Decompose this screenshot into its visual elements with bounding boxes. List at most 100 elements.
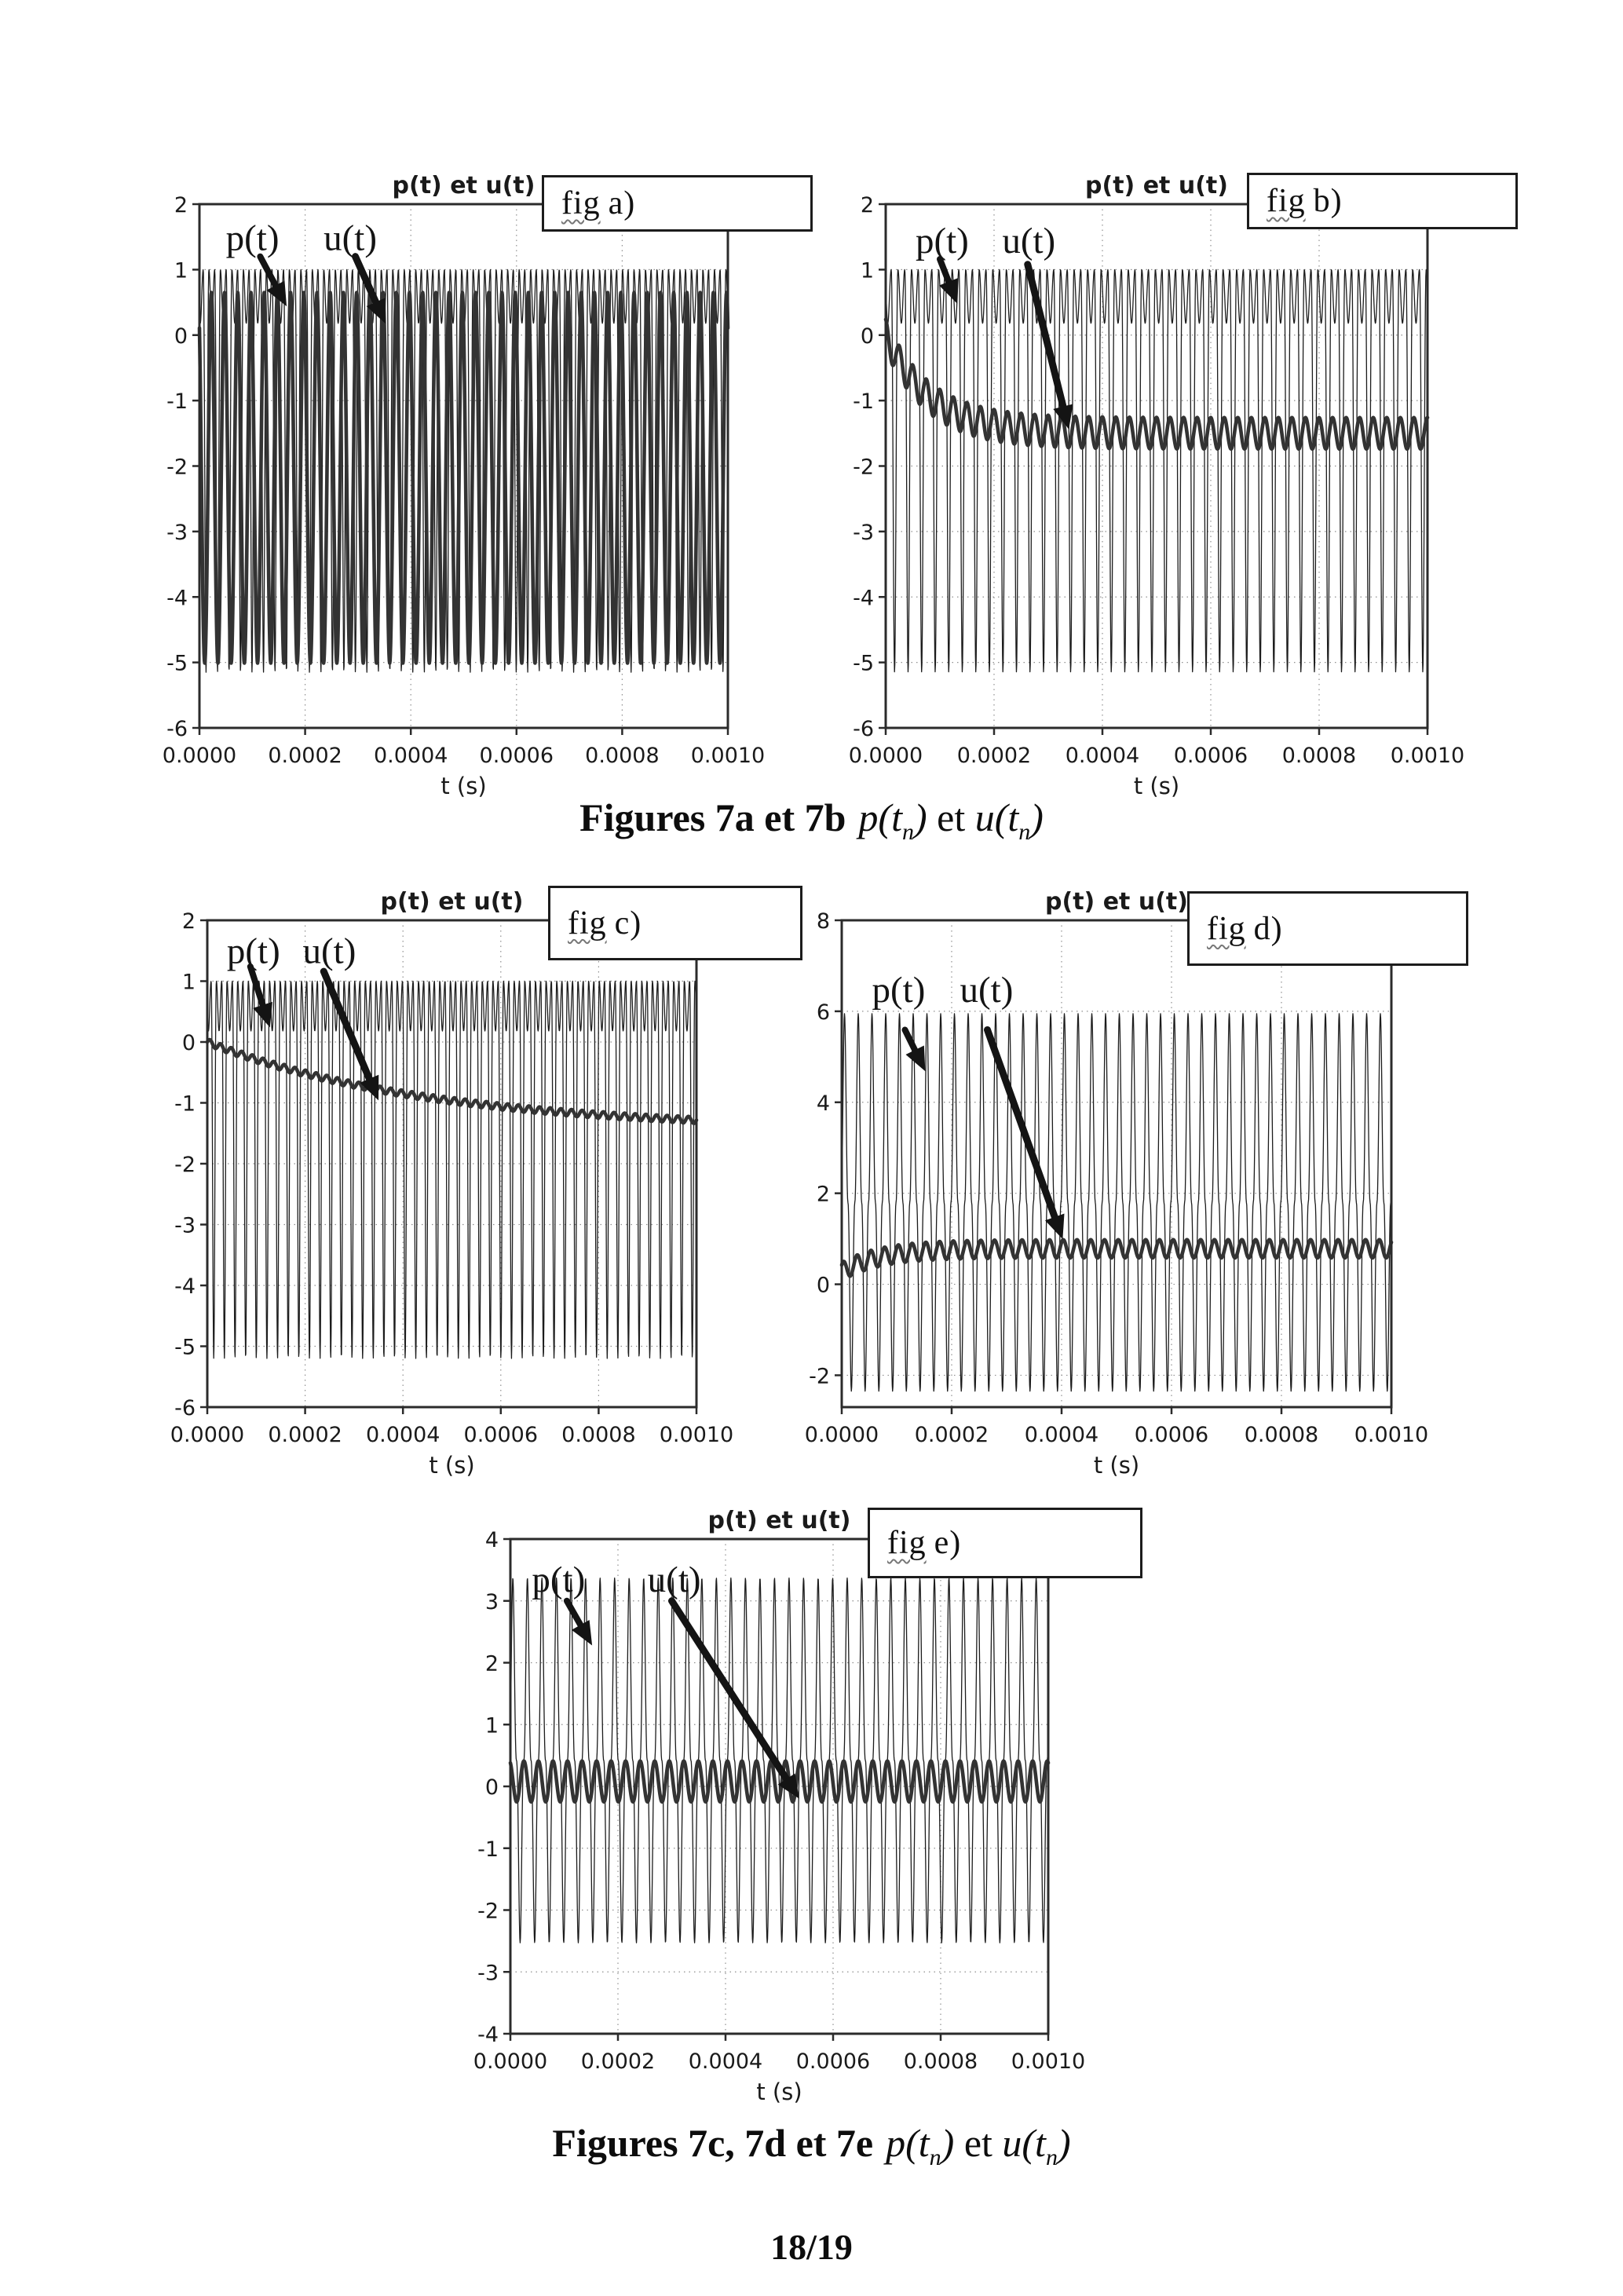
gridlines <box>510 1539 1048 2034</box>
svg-text:2: 2 <box>861 193 874 218</box>
svg-text:0.0006: 0.0006 <box>464 1423 538 1447</box>
svg-text:0.0000: 0.0000 <box>473 2049 547 2074</box>
x-axis-label: t (s) <box>429 1452 474 1479</box>
svg-text:-4: -4 <box>853 586 874 610</box>
svg-text:8: 8 <box>817 909 830 934</box>
tick-labels: 4 3 2 1 0 -1 -2 -3 -40.0000 0.0002 0.0004 0.0006 0.0… <box>473 1528 1085 2074</box>
svg-text:t (s): t (s) <box>429 1452 474 1479</box>
fig-label-box-d: fig d) <box>1187 891 1468 966</box>
figure-7d-plot: 8 6 4 2 0 -2 0.0000 0.0002 0.0004 0.0006 0.0008 0.0… <box>805 888 1428 1479</box>
svg-text:2: 2 <box>174 193 188 218</box>
svg-text:0.0010: 0.0010 <box>1011 2049 1085 2074</box>
svg-text:0.0008: 0.0008 <box>585 744 659 768</box>
svg-text:0: 0 <box>861 324 874 349</box>
tick-labels: 8 6 4 2 0 -2 0.0000 0.0002 0.0004 0.0006 0.0008 0.0… <box>805 909 1428 1447</box>
caption-1-formula: p(tn) et u(tn) <box>858 795 1044 845</box>
svg-text:0.0008: 0.0008 <box>904 2049 978 2074</box>
svg-text:1: 1 <box>485 1713 499 1738</box>
svg-text:p(t) et u(t): p(t) et u(t) <box>381 888 524 916</box>
tick-labels: 2 1 0 -1 -2 -3 -4 -5 -6 0.0000 0.0002 0.0004 0.0006 0… <box>170 909 733 1447</box>
svg-text:-2: -2 <box>809 1364 830 1388</box>
svg-text:-1: -1 <box>166 389 188 414</box>
tick-labels: 2 1 0 -1 -2 -3 -4 -5 -6 0.0000 0.0002 0.0004 0.0006 0… <box>849 193 1464 768</box>
caption-figures-7a-7b: Figures 7a et 7b p(tn) et u(tn) <box>0 795 1623 846</box>
figure-7c-plot: 2 1 0 -1 -2 -3 -4 -5 -6 0.0000 0.0002 0.0004 0.0006 0… <box>170 888 733 1479</box>
annotations: p(t) u(t) <box>226 218 386 324</box>
tick-marks <box>192 203 729 735</box>
plot-canvas-7b: 2 1 0 -1 -2 -3 -4 -5 -6 0.0000 0.0002 0.0004 0.0006 0… <box>849 172 1464 799</box>
svg-text:0.0002: 0.0002 <box>581 2049 655 2074</box>
svg-text:u(t): u(t) <box>648 1559 701 1600</box>
svg-text:1: 1 <box>861 258 874 283</box>
svg-text:0.0008: 0.0008 <box>1245 1423 1318 1447</box>
fig-label-box-a: fig a) <box>542 175 813 232</box>
svg-text:-2: -2 <box>174 1153 196 1177</box>
svg-text:-3: -3 <box>853 521 874 545</box>
svg-text:-3: -3 <box>174 1214 196 1238</box>
svg-text:t (s): t (s) <box>1134 773 1179 799</box>
svg-text:-6: -6 <box>174 1396 196 1420</box>
svg-text:-3: -3 <box>477 1961 499 1985</box>
plot-title: p(t) et u(t) <box>381 888 524 916</box>
fig-label-word-d: fig <box>1207 910 1246 947</box>
plot-title: p(t) et u(t) <box>1085 172 1228 199</box>
svg-text:0.0010: 0.0010 <box>660 1423 733 1447</box>
svg-text:0.0006: 0.0006 <box>480 744 554 768</box>
svg-text:2: 2 <box>485 1652 499 1676</box>
annotations: p(t) u(t) <box>532 1559 799 1799</box>
tick-marks <box>503 1537 1050 2041</box>
caption-2-title: Figures 7c, 7d et 7e <box>552 2121 874 2165</box>
svg-text:p(t): p(t) <box>227 930 280 971</box>
svg-text:0.0002: 0.0002 <box>268 744 342 768</box>
page-number: 18/19 <box>770 2227 853 2267</box>
caption-1-title: Figures 7a et 7b <box>579 795 846 839</box>
svg-text:p(t) et u(t): p(t) et u(t) <box>1085 172 1228 199</box>
x-axis-label: t (s) <box>440 773 486 799</box>
tick-labels: 2 1 0 -1 -2 -3 -4 -5 -6 0.0000 0.0002 0.0004 0.0006 0… <box>163 193 765 768</box>
svg-text:t (s): t (s) <box>440 773 486 799</box>
svg-text:0: 0 <box>817 1274 830 1298</box>
caption-figures-7c-7d-7e: Figures 7c, 7d et 7e p(tn) et u(tn) <box>0 2120 1623 2171</box>
svg-text:-4: -4 <box>477 2023 499 2047</box>
svg-text:0.0008: 0.0008 <box>1282 744 1356 768</box>
svg-text:-1: -1 <box>853 389 874 414</box>
fig-label-suffix-e: e) <box>934 1525 962 1561</box>
series-u <box>508 1759 1051 1804</box>
x-axis-label: t (s) <box>1094 1452 1139 1479</box>
svg-text:0.0002: 0.0002 <box>957 744 1031 768</box>
svg-text:0.0004: 0.0004 <box>1066 744 1139 768</box>
svg-text:-1: -1 <box>477 1837 499 1862</box>
svg-text:t (s): t (s) <box>1094 1452 1139 1479</box>
fig-label-suffix-a: a) <box>608 185 636 221</box>
svg-text:0: 0 <box>485 1775 499 1800</box>
svg-text:0.0000: 0.0000 <box>849 744 923 768</box>
series-u <box>205 1037 699 1125</box>
fig-label-word-e: fig <box>887 1525 927 1561</box>
axes-border <box>840 919 1393 1409</box>
svg-text:-5: -5 <box>853 652 874 676</box>
svg-text:-5: -5 <box>166 652 188 676</box>
svg-text:0.0004: 0.0004 <box>689 2049 762 2074</box>
annotations: p(t) u(t) <box>916 221 1073 430</box>
svg-text:0.0010: 0.0010 <box>1354 1423 1428 1447</box>
plot-title: p(t) et u(t) <box>393 172 536 199</box>
x-axis-label: t (s) <box>756 2078 802 2105</box>
svg-text:u(t): u(t) <box>324 218 377 259</box>
svg-text:1: 1 <box>174 258 188 283</box>
svg-text:0.0006: 0.0006 <box>796 2049 870 2074</box>
svg-text:-2: -2 <box>166 455 188 480</box>
series-p <box>207 980 697 1359</box>
svg-text:-2: -2 <box>477 1899 499 1924</box>
svg-text:0.0006: 0.0006 <box>1135 1423 1208 1447</box>
plot-canvas-7a: 2 1 0 -1 -2 -3 -4 -5 -6 0.0000 0.0002 0.0004 0.0006 0… <box>163 172 765 799</box>
svg-text:-2: -2 <box>853 455 874 480</box>
svg-text:0.0002: 0.0002 <box>268 1423 342 1447</box>
svg-text:1: 1 <box>182 971 196 995</box>
figure-7b-plot: 2 1 0 -1 -2 -3 -4 -5 -6 0.0000 0.0002 0.0004 0.0006 0… <box>849 172 1464 799</box>
plot-canvas-7d: 8 6 4 2 0 -2 0.0000 0.0002 0.0004 0.0006 0.0008 0.0… <box>805 888 1428 1479</box>
fig-label-box-b: fig b) <box>1247 173 1518 229</box>
svg-text:0: 0 <box>174 324 188 349</box>
fig-label-suffix-b: b) <box>1313 183 1343 219</box>
fig-label-word-c: fig <box>568 905 607 941</box>
figure-7a-plot: 2 1 0 -1 -2 -3 -4 -5 -6 0.0000 0.0002 0.0004 0.0006 0… <box>163 172 765 799</box>
